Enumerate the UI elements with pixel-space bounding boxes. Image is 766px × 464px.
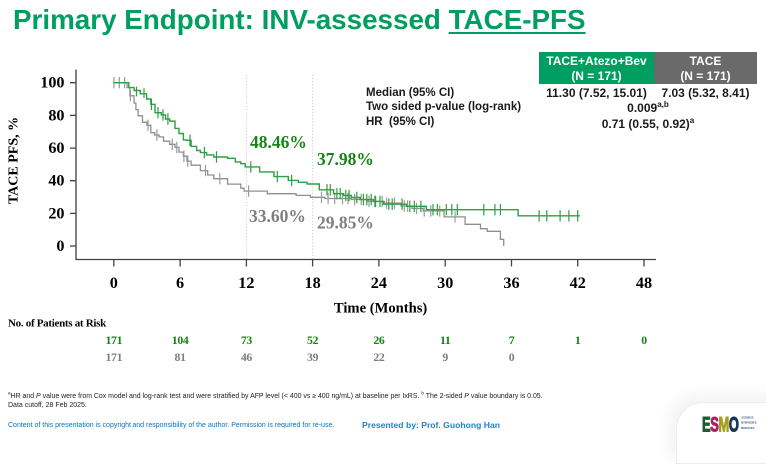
svg-text:18: 18	[305, 274, 321, 292]
svg-text:30: 30	[437, 274, 453, 292]
svg-text:26: 26	[373, 333, 385, 347]
svg-text:24: 24	[371, 274, 387, 292]
svg-text:0: 0	[110, 274, 118, 292]
svg-text:M: M	[718, 412, 729, 436]
svg-text:60: 60	[48, 139, 64, 157]
svg-text:29.85%: 29.85%	[317, 213, 374, 233]
svg-text:20: 20	[48, 204, 64, 222]
svg-text:46: 46	[241, 350, 253, 364]
svg-text:11: 11	[440, 333, 451, 347]
svg-text:1: 1	[575, 333, 581, 347]
svg-text:0: 0	[509, 350, 515, 364]
svg-text:40: 40	[48, 172, 64, 190]
svg-text:39: 39	[307, 350, 319, 364]
svg-text:42: 42	[570, 274, 586, 292]
svg-text:37.98%: 37.98%	[317, 149, 374, 169]
svg-text:No. of Patients at Risk: No. of Patients at Risk	[8, 318, 107, 330]
svg-text:48: 48	[636, 274, 652, 292]
svg-text:12: 12	[238, 274, 254, 292]
svg-text:6: 6	[176, 274, 184, 292]
svg-text:104: 104	[172, 333, 189, 347]
svg-text:BEST PRACTICE: BEST PRACTICE	[741, 426, 755, 430]
svg-text:81: 81	[175, 350, 187, 364]
svg-text:9: 9	[442, 350, 448, 364]
svg-text:80: 80	[48, 106, 64, 124]
svg-text:0: 0	[56, 237, 64, 255]
svg-text:171: 171	[105, 350, 122, 364]
svg-text:BETTER MEDICINE: BETTER MEDICINE	[741, 421, 757, 425]
svg-text:Time (Months): Time (Months)	[334, 300, 428, 316]
svg-text:0: 0	[641, 333, 647, 347]
svg-text:48.46%: 48.46%	[250, 132, 307, 152]
svg-text:E: E	[702, 412, 711, 436]
svg-text:TACE PFS, %: TACE PFS, %	[7, 117, 22, 204]
svg-text:52: 52	[307, 333, 319, 347]
svg-text:7: 7	[509, 333, 515, 347]
svg-text:73: 73	[241, 333, 253, 347]
svg-text:S: S	[710, 412, 719, 436]
svg-text:GOOD SCIENCE: GOOD SCIENCE	[741, 416, 754, 420]
svg-text:33.60%: 33.60%	[249, 206, 306, 226]
svg-text:O: O	[729, 412, 739, 436]
svg-text:22: 22	[373, 350, 385, 364]
svg-text:100: 100	[40, 74, 64, 92]
svg-text:171: 171	[105, 333, 122, 347]
svg-text:36: 36	[503, 274, 519, 292]
